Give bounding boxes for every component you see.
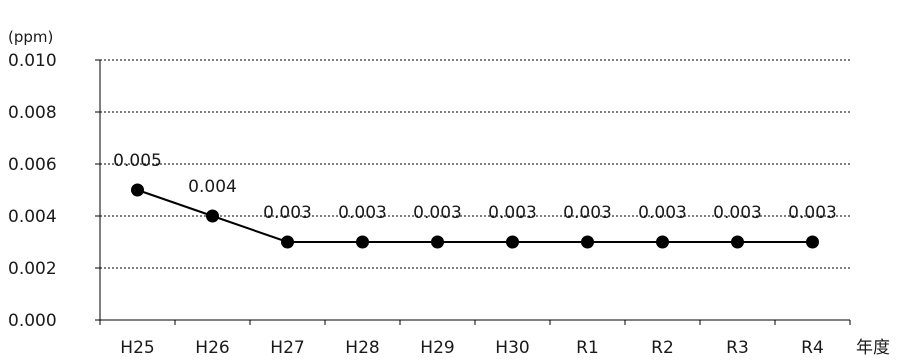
data-label: 0.003 <box>263 203 312 223</box>
data-point <box>206 209 219 223</box>
x-tick-label: H25 <box>120 338 154 358</box>
data-label: 0.003 <box>788 203 837 223</box>
x-tick-label: R4 <box>801 338 824 358</box>
data-point <box>581 235 594 249</box>
x-tick-label: H30 <box>495 338 529 358</box>
x-axis-label: 年度 <box>856 338 890 358</box>
data-label: 0.003 <box>413 203 462 223</box>
data-point <box>131 183 144 197</box>
data-label: 0.004 <box>188 177 237 197</box>
x-tick-label: R3 <box>726 338 749 358</box>
data-point <box>281 235 294 249</box>
x-tick-label: R2 <box>651 338 674 358</box>
y-tick-label: 0.010 <box>8 51 57 71</box>
x-tick-label: H29 <box>420 338 454 358</box>
gridlines <box>100 59 850 269</box>
y-unit-label: (ppm) <box>8 28 53 46</box>
x-tick-label: H26 <box>195 338 229 358</box>
data-label: 0.003 <box>338 203 387 223</box>
y-tick-label: 0.004 <box>8 207 57 227</box>
y-tick-label: 0.000 <box>8 311 57 331</box>
data-point <box>356 235 369 249</box>
x-tick-label: H28 <box>345 338 379 358</box>
y-tick-labels: 0.000 0.002 0.004 0.006 0.008 0.010 <box>8 51 57 331</box>
data-point <box>431 235 444 249</box>
series <box>131 183 819 249</box>
x-tick-labels: H25 H26 H27 H28 H29 H30 R1 R2 R3 R4 <box>120 338 824 358</box>
data-label: 0.003 <box>488 203 537 223</box>
y-tick-label: 0.002 <box>8 259 57 279</box>
x-tick-label: H27 <box>270 338 304 358</box>
axes <box>95 59 851 325</box>
data-point <box>731 235 744 249</box>
y-tick-label: 0.006 <box>8 155 57 175</box>
data-point <box>656 235 669 249</box>
data-labels: 0.005 0.004 0.003 0.003 0.003 0.003 0.003 0.003… <box>113 151 837 223</box>
series-line <box>137 189 813 243</box>
x-tick-label: R1 <box>576 338 599 358</box>
data-label: 0.003 <box>713 203 762 223</box>
data-point <box>806 235 819 249</box>
data-label: 0.003 <box>638 203 687 223</box>
data-point <box>506 235 519 249</box>
data-label: 0.005 <box>113 151 162 171</box>
data-label: 0.003 <box>563 203 612 223</box>
y-tick-label: 0.008 <box>8 103 57 123</box>
